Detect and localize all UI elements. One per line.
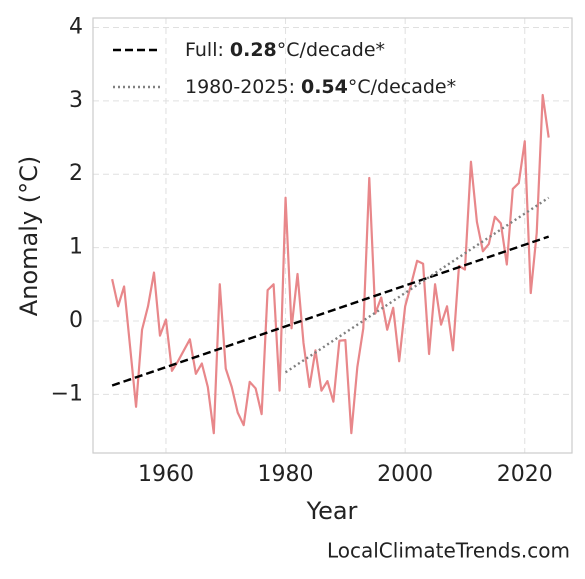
x-tick-label: 1980 (258, 462, 314, 487)
legend-rate: 0.28 (230, 39, 277, 61)
y-tick-label: 4 (69, 15, 83, 40)
legend-label: Full: 0.28°C/decade* (185, 39, 385, 61)
y-axis-label: Anomaly (°C) (15, 156, 43, 316)
legend-unit: °C/decade* (348, 76, 456, 98)
y-tick-label: 1 (69, 235, 83, 260)
x-tick-label: 2020 (497, 462, 553, 487)
source: LocalClimateTrends.com (327, 539, 570, 563)
legend-label: 1980-2025: 0.54°C/decade* (185, 76, 456, 98)
plot-frame (92, 17, 573, 454)
x-axis-label: Year (306, 497, 358, 525)
y-tick-label: 2 (69, 161, 83, 186)
y-tick-label: −1 (51, 381, 83, 406)
legend-name: 1980-2025: (185, 76, 295, 98)
x-tick-label: 2000 (377, 462, 433, 487)
trend-line (111, 235, 550, 387)
y-tick-label: 3 (69, 88, 83, 113)
data-line (111, 93, 550, 435)
legend-rate: 0.54 (301, 76, 348, 98)
x-tick-label: 1960 (138, 462, 194, 487)
y-tick-label: 0 (69, 308, 83, 333)
legend-unit: °C/decade* (277, 39, 385, 61)
legend-name: Full: (185, 39, 224, 61)
